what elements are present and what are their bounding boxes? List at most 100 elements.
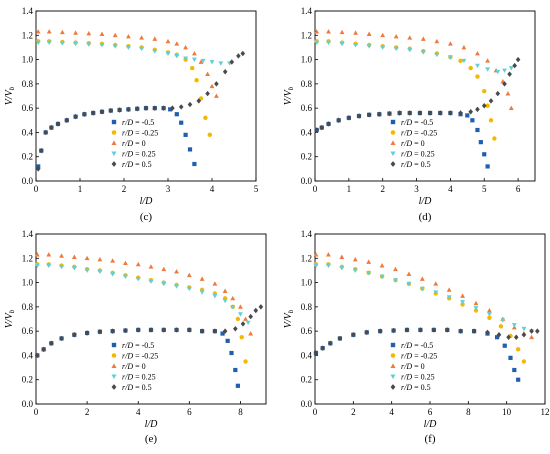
data-point xyxy=(326,252,331,257)
legend-marker xyxy=(111,161,117,167)
data-point xyxy=(320,345,325,351)
y-tick-label: 0.0 xyxy=(301,176,313,186)
data-point xyxy=(230,304,236,310)
data-point xyxy=(99,109,105,115)
legend-label: r/D = -0.25 xyxy=(401,129,437,138)
series-z0 xyxy=(35,29,219,98)
data-point xyxy=(417,110,423,116)
data-point xyxy=(174,112,179,117)
data-point xyxy=(84,255,90,261)
data-point xyxy=(212,281,218,286)
panel-label: (f) xyxy=(425,433,436,445)
y-tick-label: 0.4 xyxy=(22,350,34,360)
data-point xyxy=(337,335,343,342)
data-point xyxy=(243,316,248,321)
data-point xyxy=(139,46,145,52)
data-point xyxy=(238,312,243,317)
data-point xyxy=(475,74,480,79)
x-tick-label: 4 xyxy=(448,184,453,194)
data-point xyxy=(485,103,490,108)
data-point xyxy=(475,127,480,133)
data-point xyxy=(505,91,511,96)
x-tick-label: 1 xyxy=(347,184,352,194)
data-point xyxy=(407,35,413,40)
data-point xyxy=(71,254,77,259)
data-point xyxy=(418,327,423,333)
data-point xyxy=(339,254,345,259)
data-point xyxy=(205,90,210,97)
data-point xyxy=(222,288,228,293)
data-point xyxy=(222,328,228,334)
panel-label: (d) xyxy=(419,211,432,223)
data-point xyxy=(498,324,504,329)
legend-label: r/D = 0 xyxy=(122,362,146,371)
data-point xyxy=(71,266,77,271)
data-point xyxy=(35,29,41,34)
y-tick-label: 0.2 xyxy=(22,375,33,385)
legend-label: r/D = -0.5 xyxy=(122,118,154,127)
data-point xyxy=(458,58,463,63)
data-point xyxy=(461,44,467,50)
x-tick-label: 10 xyxy=(502,407,512,417)
x-tick-label: 2 xyxy=(85,407,90,417)
data-point xyxy=(229,350,234,356)
data-point xyxy=(174,41,180,46)
data-point xyxy=(55,121,61,127)
data-point xyxy=(248,313,253,320)
data-point xyxy=(313,263,319,269)
panel-label: (c) xyxy=(140,211,153,223)
legend-marker xyxy=(390,374,396,380)
data-point xyxy=(165,38,171,44)
data-point xyxy=(165,51,171,57)
data-point xyxy=(458,328,463,334)
data-point xyxy=(209,83,215,89)
legend-label: r/D = 0.5 xyxy=(401,160,431,169)
data-point xyxy=(196,98,202,104)
data-point xyxy=(351,332,356,338)
y-tick-label: 0.4 xyxy=(301,350,313,360)
series-p0.5 xyxy=(34,304,264,359)
data-point xyxy=(364,329,370,336)
data-point xyxy=(143,105,149,111)
data-point xyxy=(447,41,453,46)
series-p0.25 xyxy=(314,40,514,75)
data-point xyxy=(465,113,470,118)
x-tick-label: 12 xyxy=(541,407,550,417)
data-point xyxy=(485,67,491,72)
x-tick-label: 5 xyxy=(254,184,259,194)
data-point xyxy=(407,110,413,116)
series-p0.25 xyxy=(35,40,233,66)
data-point xyxy=(460,293,465,298)
data-point xyxy=(492,136,497,141)
data-point xyxy=(59,335,64,342)
data-point xyxy=(420,50,426,55)
data-point xyxy=(380,32,386,38)
x-tick-label: 1 xyxy=(78,184,83,194)
data-point xyxy=(229,59,235,65)
data-point xyxy=(447,55,453,60)
data-point xyxy=(135,261,141,267)
data-point xyxy=(437,110,443,116)
data-point xyxy=(38,147,44,154)
legend-marker xyxy=(111,130,117,135)
y-tick-label: 1.4 xyxy=(22,6,34,16)
data-point xyxy=(126,106,131,113)
data-point xyxy=(512,367,517,373)
y-tick-label: 1.2 xyxy=(301,253,312,263)
data-point xyxy=(152,105,158,111)
series-p0.5 xyxy=(313,327,540,356)
x-tick-label: 0 xyxy=(313,184,318,194)
plot-frame xyxy=(314,10,536,182)
y-tick-label: 0.4 xyxy=(22,127,34,137)
data-point xyxy=(427,110,433,116)
data-point xyxy=(218,61,224,66)
data-point xyxy=(86,42,92,47)
data-point xyxy=(35,40,41,46)
data-point xyxy=(521,326,527,332)
data-point xyxy=(376,111,382,117)
legend-label: r/D = 0 xyxy=(401,362,425,371)
data-point xyxy=(123,327,128,334)
data-point xyxy=(97,329,103,335)
data-point xyxy=(448,110,453,116)
data-point xyxy=(488,98,494,104)
